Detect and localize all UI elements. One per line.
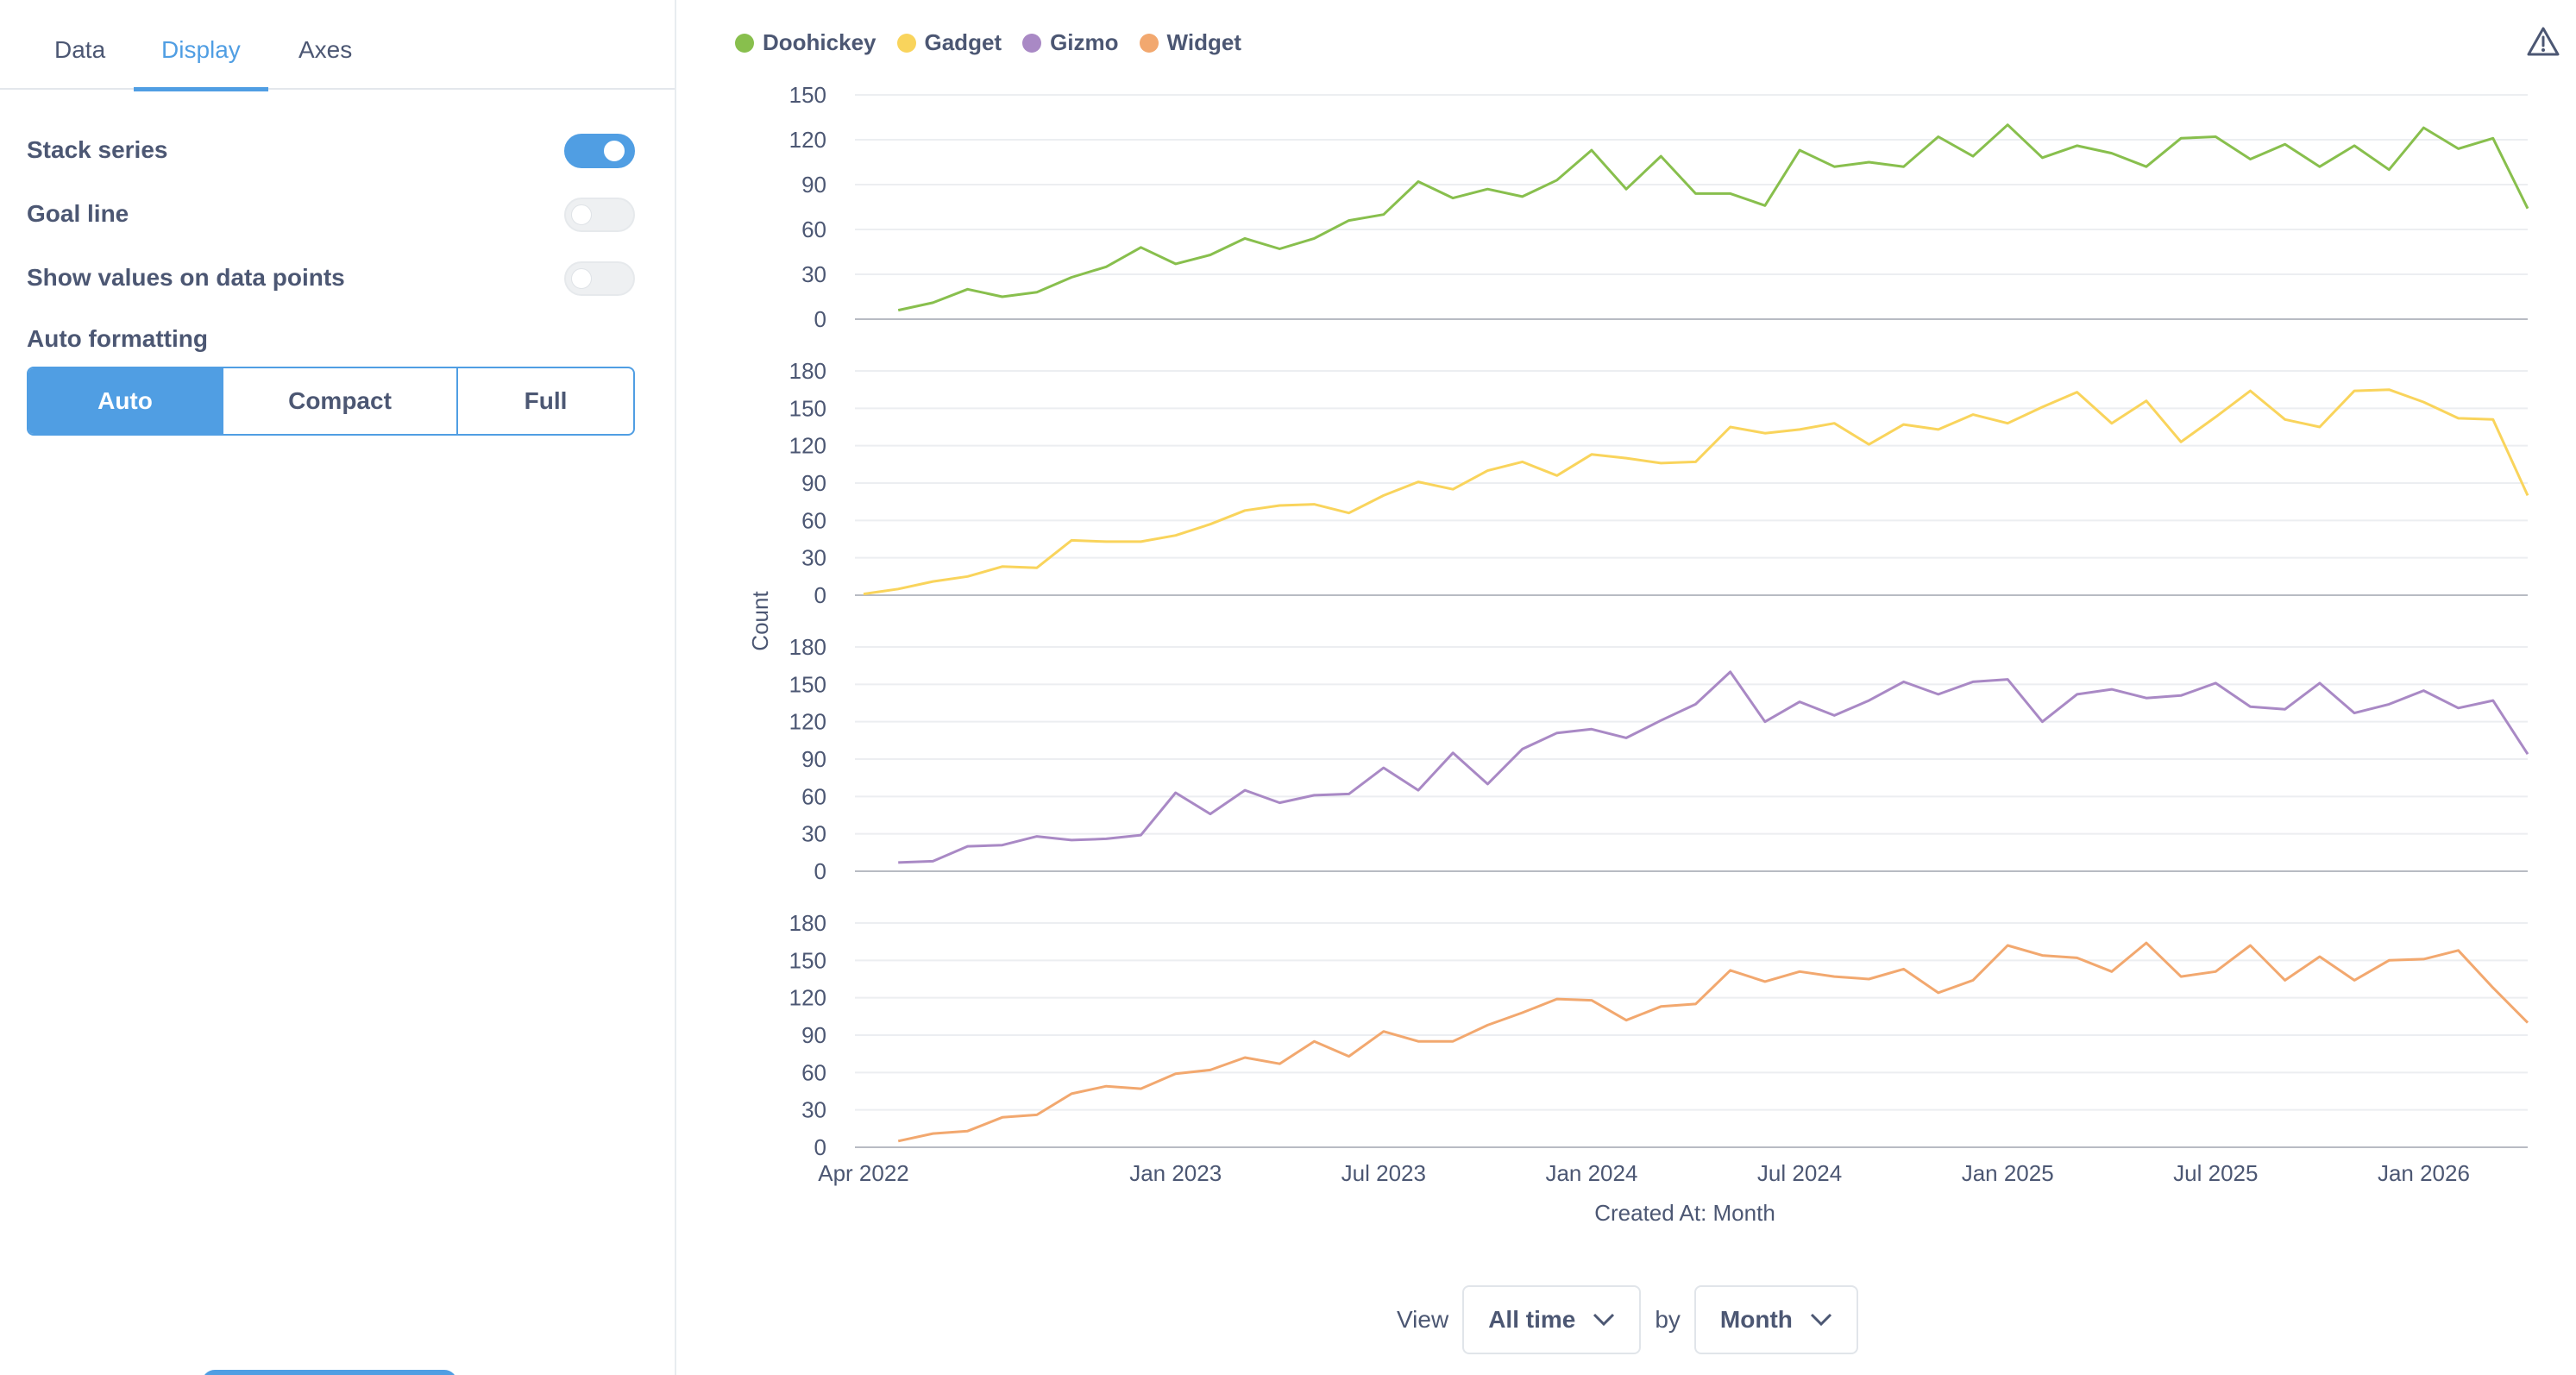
x-tick-label: Jan 2023 (1129, 1160, 1222, 1186)
time-controls: View All time by Month (1397, 1285, 1858, 1354)
y-tick-label: 120 (789, 709, 826, 735)
time-range-value: All time (1488, 1306, 1576, 1333)
y-tick-label: 150 (789, 82, 826, 108)
y-axis-label: Count (747, 591, 773, 651)
settings-sidebar: Data Display Axes Stack series Goal line… (0, 0, 676, 1375)
legend-item-doohickey[interactable]: Doohickey (735, 29, 876, 56)
y-tick-label: 60 (801, 507, 826, 533)
y-tick-label: 120 (789, 127, 826, 153)
y-tick-label: 60 (801, 783, 826, 809)
y-tick-label: 30 (801, 821, 826, 847)
series-line-widget (897, 941, 2529, 1143)
legend-item-gizmo[interactable]: Gizmo (1022, 29, 1119, 56)
y-tick-label: 0 (814, 858, 826, 884)
series-line-gizmo (898, 670, 2529, 864)
stack-series-toggle[interactable] (564, 134, 635, 168)
format-option-compact[interactable]: Compact (222, 368, 456, 434)
y-tick-label: 0 (814, 582, 826, 608)
chevron-down-icon (1593, 1313, 1615, 1327)
legend-label: Doohickey (763, 29, 876, 55)
legend-item-widget[interactable]: Widget (1139, 29, 1241, 56)
y-tick-label: 30 (801, 261, 826, 287)
y-tick-label: 180 (789, 358, 826, 384)
legend-dot (1139, 33, 1159, 53)
chart-legend: Doohickey Gadget Gizmo Widget (735, 29, 1262, 56)
y-tick-label: 90 (801, 1022, 826, 1048)
legend-label: Widget (1166, 29, 1241, 55)
by-label: by (1655, 1306, 1681, 1333)
time-unit-value: Month (1719, 1306, 1793, 1333)
x-axis-label: Created At: Month (1594, 1200, 1775, 1226)
legend-dot (1022, 33, 1042, 53)
legend-label: Gizmo (1050, 29, 1119, 55)
y-tick-label: 180 (789, 634, 826, 660)
settings-tabs: Data Display Axes (0, 0, 675, 91)
x-tick-label: Jan 2025 (1962, 1160, 2054, 1186)
format-option-auto[interactable]: Auto (28, 368, 222, 434)
goal-line-label: Goal line (27, 200, 129, 227)
tab-data[interactable]: Data (54, 36, 106, 63)
chevron-down-icon (1810, 1313, 1831, 1327)
x-tick-label: Jul 2024 (1757, 1160, 1842, 1186)
x-tick-label: Jul 2025 (2173, 1160, 2258, 1186)
y-tick-label: 90 (801, 746, 826, 772)
sidebar-done-button[interactable] (202, 1370, 457, 1375)
series-line-gadget (863, 388, 2529, 596)
y-tick-label: 30 (801, 1097, 826, 1123)
goal-line-toggle[interactable] (564, 198, 635, 232)
tab-display[interactable]: Display (134, 36, 268, 91)
legend-item-gadget[interactable]: Gadget (896, 29, 1002, 56)
format-option-full[interactable]: Full (456, 368, 633, 434)
y-tick-label: 150 (789, 671, 826, 697)
y-tick-label: 60 (801, 1059, 826, 1085)
legend-dot (735, 33, 754, 53)
y-tick-label: 60 (801, 217, 826, 242)
toggle-knob (571, 268, 592, 289)
y-tick-label: 180 (789, 910, 826, 936)
y-tick-label: 90 (801, 470, 826, 496)
x-tick-label: Jan 2024 (1545, 1160, 1637, 1186)
toggle-knob (571, 204, 592, 225)
y-tick-label: 30 (801, 545, 826, 571)
x-tick-label: Jul 2023 (1341, 1160, 1426, 1186)
x-tick-label: Jan 2026 (2378, 1160, 2470, 1186)
stack-series-label: Stack series (27, 136, 168, 163)
auto-formatting-label: Auto formatting (27, 325, 208, 352)
toggle-knob (604, 141, 625, 161)
x-tick-label: Apr 2022 (818, 1160, 909, 1186)
legend-dot (896, 33, 916, 53)
series-line-doohickey (897, 123, 2529, 312)
time-range-dropdown[interactable]: All time (1462, 1285, 1642, 1354)
time-unit-dropdown[interactable]: Month (1693, 1285, 1858, 1354)
line-chart: 0 30 60 90 120 150 0 30 60 90 120 150 180 0 30 60 90 120 1… (747, 82, 2529, 1226)
y-tick-label: 150 (789, 947, 826, 973)
view-label: View (1397, 1306, 1449, 1333)
tab-axes[interactable]: Axes (298, 36, 353, 63)
warning-triangle-icon[interactable] (2526, 26, 2560, 57)
legend-label: Gadget (924, 29, 1002, 55)
y-tick-label: 150 (789, 395, 826, 421)
y-tick-label: 0 (814, 1134, 826, 1160)
y-tick-label: 120 (789, 985, 826, 1011)
y-tick-label: 120 (789, 433, 826, 459)
show-values-label: Show values on data points (27, 264, 345, 291)
auto-formatting-segmented-control: Auto Compact Full (27, 367, 635, 436)
show-values-toggle[interactable] (564, 261, 635, 296)
y-tick-label: 90 (801, 172, 826, 198)
y-tick-label: 0 (814, 306, 826, 332)
visualization-area: Doohickey Gadget Gizmo Widget 0 30 60 90 1 (678, 0, 2576, 1375)
